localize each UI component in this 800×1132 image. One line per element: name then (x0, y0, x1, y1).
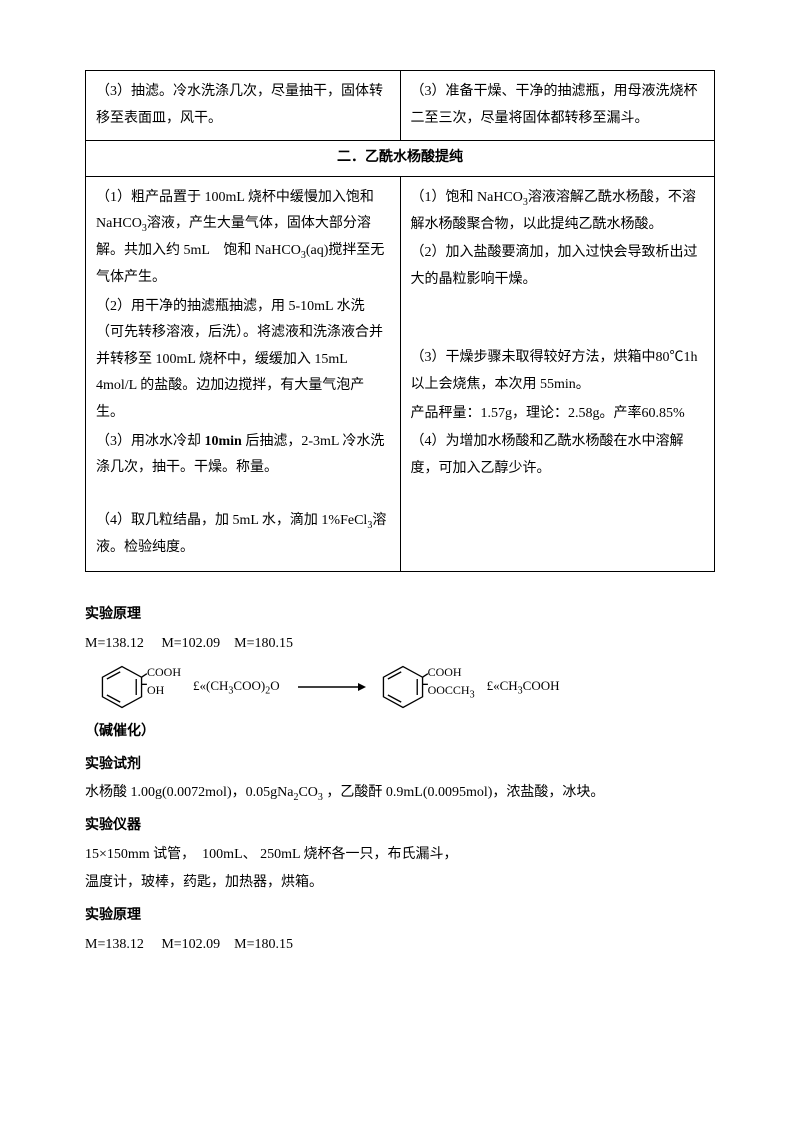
oh-label: OH (147, 683, 181, 699)
catalyst-heading: （碱催化） (85, 719, 715, 746)
benzene-ring-icon (376, 663, 430, 711)
section-header: 二．乙酰水杨酸提纯 (86, 141, 715, 177)
apparatus-line-2: 温度计，玻棒，药匙，加热器，烘箱。 (85, 870, 715, 897)
para-right-3: （3）干燥步骤未取得较好方法，烘箱中80℃1h 以上会烧焦，本次用 55min。 (411, 345, 705, 398)
para-left-3: （3）用冰水冷却 10min 后抽滤，2-3mL 冷水洗涤几次，抽干。干燥。称量… (96, 429, 390, 482)
para-right-2: （2）加入盐酸要滴加，加入过快会导致析出过大的晶粒影响干燥。 (411, 240, 705, 293)
reagent-text: 水杨酸 1.00g(0.0072mol)，0.05gNa2CO3 ，乙酸酐 0.… (85, 780, 715, 807)
procedure-table: （3）抽滤。冷水洗涤几次，尽量抽干，固体转移至表面皿，风干。 （3）准备干燥、干… (85, 70, 715, 572)
apparatus-line-1: 15×150mm 试管， 100mL、 250mL 烧杯各一只，布氏漏斗， (85, 842, 715, 869)
para-right-yield: 产品秤量：1.57g，理论：2.58g。产率60.85% (411, 401, 705, 428)
mw-line-2: M=138.12 M=102.09 M=180.15 (85, 932, 715, 959)
reagent-heading: 实验试剂 (85, 752, 715, 779)
cell-purify-right: （1）饱和 NaHCO3溶液溶解乙酰水杨酸，不溶解水杨酸聚合物，以此提纯乙酰水杨… (400, 176, 715, 571)
byproduct-label: £«CH3COOH (487, 674, 560, 701)
para-right-4: （4）为增加水杨酸和乙酰水杨酸在水中溶解度，可加入乙醇少许。 (411, 429, 705, 482)
cooh-label-2: COOH (428, 665, 475, 681)
cell-purify-left: （1）粗产品置于 100mL 烧杯中缓慢加入饱和 NaHCO3溶液，产生大量气体… (86, 176, 401, 571)
cooh-label: COOH (147, 665, 181, 681)
principle-heading-2: 实验原理 (85, 903, 715, 930)
table-row: 二．乙酰水杨酸提纯 (86, 141, 715, 177)
apparatus-heading: 实验仪器 (85, 813, 715, 840)
ooccch3-label: OOCCH3 (428, 683, 475, 701)
arrow-icon (296, 680, 366, 694)
cell-step3-left: （3）抽滤。冷水洗涤几次，尽量抽干，固体转移至表面皿，风干。 (86, 71, 401, 141)
para-left-4: （4）取几粒结晶，加 5mL 水，滴加 1%FeCl3溶液。检验纯度。 (96, 508, 390, 561)
reagent-label: £«(CH3COO)2O (193, 674, 280, 701)
product-molecule: COOH OOCCH3 (376, 663, 475, 711)
table-row: （1）粗产品置于 100mL 烧杯中缓慢加入饱和 NaHCO3溶液，产生大量气体… (86, 176, 715, 571)
reactant-molecule: COOH OH (95, 663, 181, 711)
table-row: （3）抽滤。冷水洗涤几次，尽量抽干，固体转移至表面皿，风干。 （3）准备干燥、干… (86, 71, 715, 141)
para-left-2: （2）用干净的抽滤瓶抽滤，用 5-10mL 水洗（可先转移溶液，后洗）。将滤液和… (96, 294, 390, 427)
benzene-ring-icon (95, 663, 149, 711)
para-right-1: （1）饱和 NaHCO3溶液溶解乙酰水杨酸，不溶解水杨酸聚合物，以此提纯乙酰水杨… (411, 185, 705, 238)
principle-heading: 实验原理 (85, 602, 715, 629)
reaction-diagram: COOH OH £«(CH3COO)2O COOH OOCCH3 £«CH3CO… (95, 663, 715, 711)
cell-step3-right: （3）准备干燥、干净的抽滤瓶，用母液洗烧杯二至三次，尽量将固体都转移至漏斗。 (400, 71, 715, 141)
mw-line: M=138.12 M=102.09 M=180.15 (85, 631, 715, 658)
para-left-1: （1）粗产品置于 100mL 烧杯中缓慢加入饱和 NaHCO3溶液，产生大量气体… (96, 185, 390, 292)
